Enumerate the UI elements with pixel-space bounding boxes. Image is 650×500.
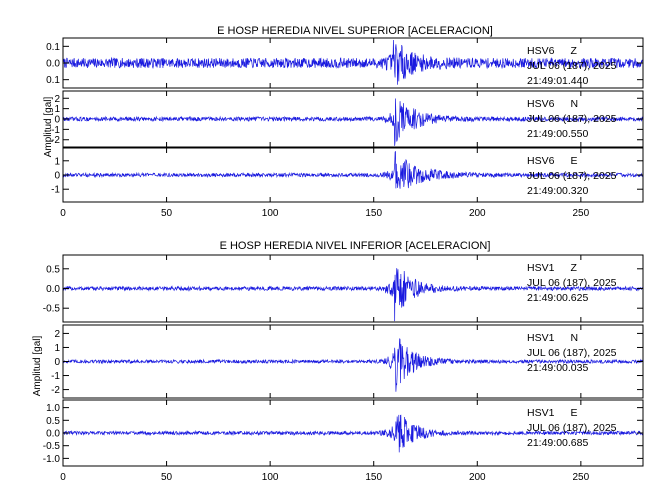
station-label: HSV1 N (527, 332, 578, 344)
x-tick-label: 150 (365, 208, 382, 219)
y-tick-label: 0.1 (46, 42, 60, 53)
x-tick-label: 0 (60, 472, 66, 483)
y-tick-label: 0.0 (46, 284, 60, 295)
seismogram-plots: 0.1 0.0 0.1 HSV6 Z JUL 06 (187), 2025 21:49:01… (43, 37, 644, 483)
trace-date: JUL 06 (187), 2025 (527, 113, 617, 125)
x-tick-label: 0 (60, 208, 66, 219)
trace-date: JUL 06 (187), 2025 (527, 60, 617, 72)
station-code: HSV1 (527, 332, 555, 344)
y-tick-label: 0.1 (46, 75, 60, 86)
station-label: HSV6 Z (527, 45, 577, 57)
trace-panel-hsv1-z: -0.5 0.0 0.5 HSV1 Z JUL 06 (187), 2025 21:49:0… (43, 254, 644, 323)
station-code: HSV6 (527, 98, 555, 110)
y-tick-label: -0.5 (43, 441, 61, 452)
trace-start-time: 21:49:00.685 (527, 437, 588, 449)
y-tick-label: -2 (51, 135, 60, 146)
y-tick-label: 0 (54, 357, 60, 368)
trace-start-time: 21:49:00.320 (527, 185, 588, 197)
waveform-trace (62, 98, 644, 146)
trace-date: JUL 06 (187), 2025 (527, 277, 617, 289)
trace-date: JUL 06 (187), 2025 (527, 422, 617, 434)
x-tick-label: 100 (262, 208, 279, 219)
x-tick-label: 50 (161, 208, 173, 219)
lower-amplitude-axis-label: Amplitud [gal] (32, 335, 43, 396)
waveform-trace (62, 414, 644, 453)
x-tick-label: 150 (365, 472, 382, 483)
y-tick-label: 0 (54, 115, 60, 126)
x-tick-label: 100 (262, 472, 279, 483)
y-tick-label: 2 (54, 329, 60, 340)
trace-panel-hsv1-e: -1.0 -0.50.0 0.5 1.0 HSV1 E JUL 06 (187), 2025… (43, 399, 644, 467)
y-tick-label: 0.5 (46, 264, 60, 275)
y-tick-label: -1.0 (43, 454, 61, 465)
y-tick-label: -1 (51, 125, 60, 136)
trace-start-time: 21:49:00.035 (527, 362, 588, 374)
y-tick-label: 2 (54, 94, 60, 105)
station-label: HSV1 E (527, 407, 577, 419)
component-code: E (570, 155, 577, 167)
upper-amplitude-axis-label: Amplitud [gal] (43, 96, 54, 157)
y-tick-label: -1 (51, 371, 60, 382)
component-code: N (570, 332, 578, 344)
component-code: Z (570, 262, 577, 274)
component-code: E (570, 407, 577, 419)
component-code: N (570, 98, 578, 110)
station-label: HSV6 N (527, 98, 578, 110)
trace-panel-hsv1-n: -2 -1 0 1 2 HSV1 N JUL 06 (187), 2025 21:49:00.0… (51, 324, 644, 399)
y-tick-label: -2 (51, 385, 60, 396)
trace-date: JUL 06 (187), 2025 (527, 170, 617, 182)
station-label: HSV1 Z (527, 262, 577, 274)
waveform-trace (62, 338, 644, 392)
x-tick-label: 200 (469, 472, 486, 483)
y-tick-label: -0.5 (43, 304, 61, 315)
station-code: HSV1 (527, 262, 555, 274)
y-tick-label: 0.0 (46, 59, 60, 70)
trace-panel-hsv6-z: 0.1 0.0 0.1 HSV6 Z JUL 06 (187), 2025 21:49:01… (46, 37, 644, 89)
trace-panel-hsv6-e: -1 0 1 HSV6 E JUL 06 (187), 2025 21:49:00.320 (51, 147, 644, 203)
y-tick-label: 0 (54, 171, 60, 182)
x-tick-label: 50 (161, 472, 173, 483)
waveform-trace (62, 151, 644, 189)
waveform-trace (62, 40, 644, 85)
x-tick-label: 200 (469, 208, 486, 219)
x-tick-label: 250 (573, 472, 590, 483)
y-tick-label: -1 (51, 185, 60, 196)
trace-start-time: 21:49:00.550 (527, 128, 588, 140)
station-code: HSV1 (527, 407, 555, 419)
station-label: HSV6 E (527, 155, 577, 167)
y-tick-label: 0.0 (46, 429, 60, 440)
trace-date: JUL 06 (187), 2025 (527, 347, 617, 359)
trace-start-time: 21:49:01.440 (527, 75, 588, 87)
lower-figure-title: E HOSP HEREDIA NIVEL INFERIOR [ACELERACI… (220, 240, 491, 252)
y-tick-label: 1 (54, 104, 60, 115)
upper-figure: E HOSP HEREDIA NIVEL SUPERIOR [ACELERACI… (43, 25, 493, 157)
y-tick-label: 1.0 (46, 403, 60, 414)
waveform-trace (62, 268, 644, 322)
y-tick-label: 1 (54, 156, 60, 167)
upper-figure-title: E HOSP HEREDIA NIVEL SUPERIOR [ACELERACI… (217, 25, 493, 37)
lower-figure: E HOSP HEREDIA NIVEL INFERIOR [ACELERACI… (32, 240, 490, 396)
station-code: HSV6 (527, 45, 555, 57)
trace-start-time: 21:49:00.625 (527, 292, 588, 304)
y-tick-label: 0.5 (46, 416, 60, 427)
station-code: HSV6 (527, 155, 555, 167)
y-tick-label: 1 (54, 343, 60, 354)
component-code: Z (570, 45, 577, 57)
x-tick-label: 250 (573, 208, 590, 219)
